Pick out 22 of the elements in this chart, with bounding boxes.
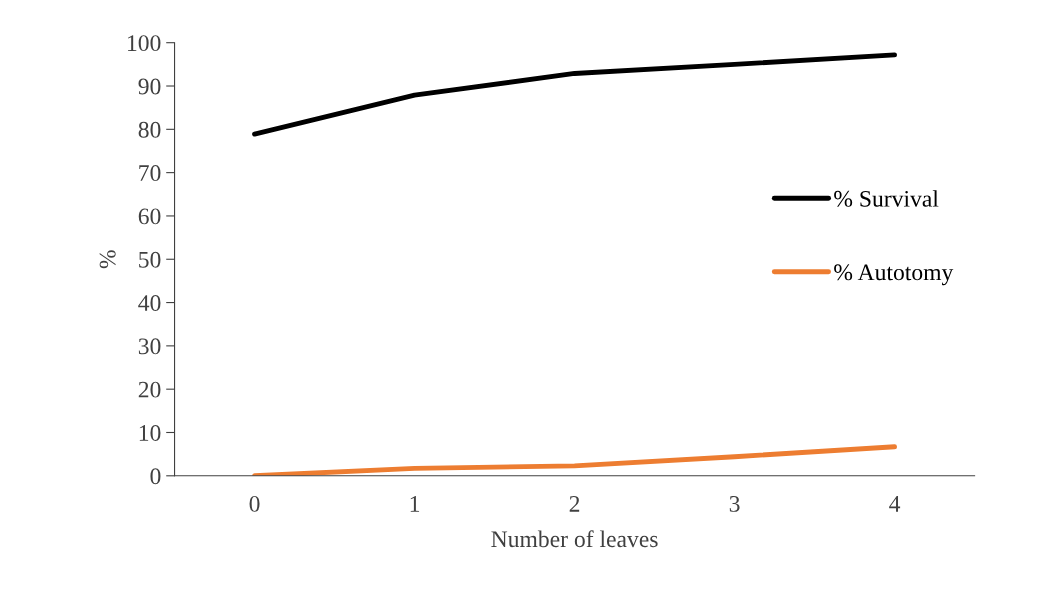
legend-label: % Autotomy	[834, 264, 954, 286]
y-tick-label: 40	[138, 295, 161, 311]
x-tick-label: 2	[569, 495, 580, 512]
line-series	[252, 52, 898, 137]
x-tick-label: 1	[410, 496, 420, 512]
y-tick-label: 50	[139, 251, 161, 268]
x-tick-label: 4	[889, 496, 901, 512]
y-tick-label: 10	[139, 424, 161, 441]
y-tick-label: 70	[139, 165, 161, 182]
x-tick-label: 3	[729, 495, 740, 512]
y-tick-label: 90	[138, 78, 161, 95]
x-axis-title: Number of leaves	[491, 530, 658, 548]
line-series	[252, 444, 898, 476]
y-tick-label: 60	[138, 208, 161, 225]
y-tick-label: 20	[138, 381, 161, 398]
x-tick-label: 0	[249, 495, 260, 512]
y-tick-label: 30	[138, 338, 161, 355]
y-tick-label: 80	[138, 121, 161, 138]
y-axis-title: %	[99, 250, 116, 269]
legend-label: % Survival	[834, 190, 939, 207]
y-tick-label: 100	[128, 35, 161, 52]
y-tick-label: 0	[150, 468, 161, 485]
